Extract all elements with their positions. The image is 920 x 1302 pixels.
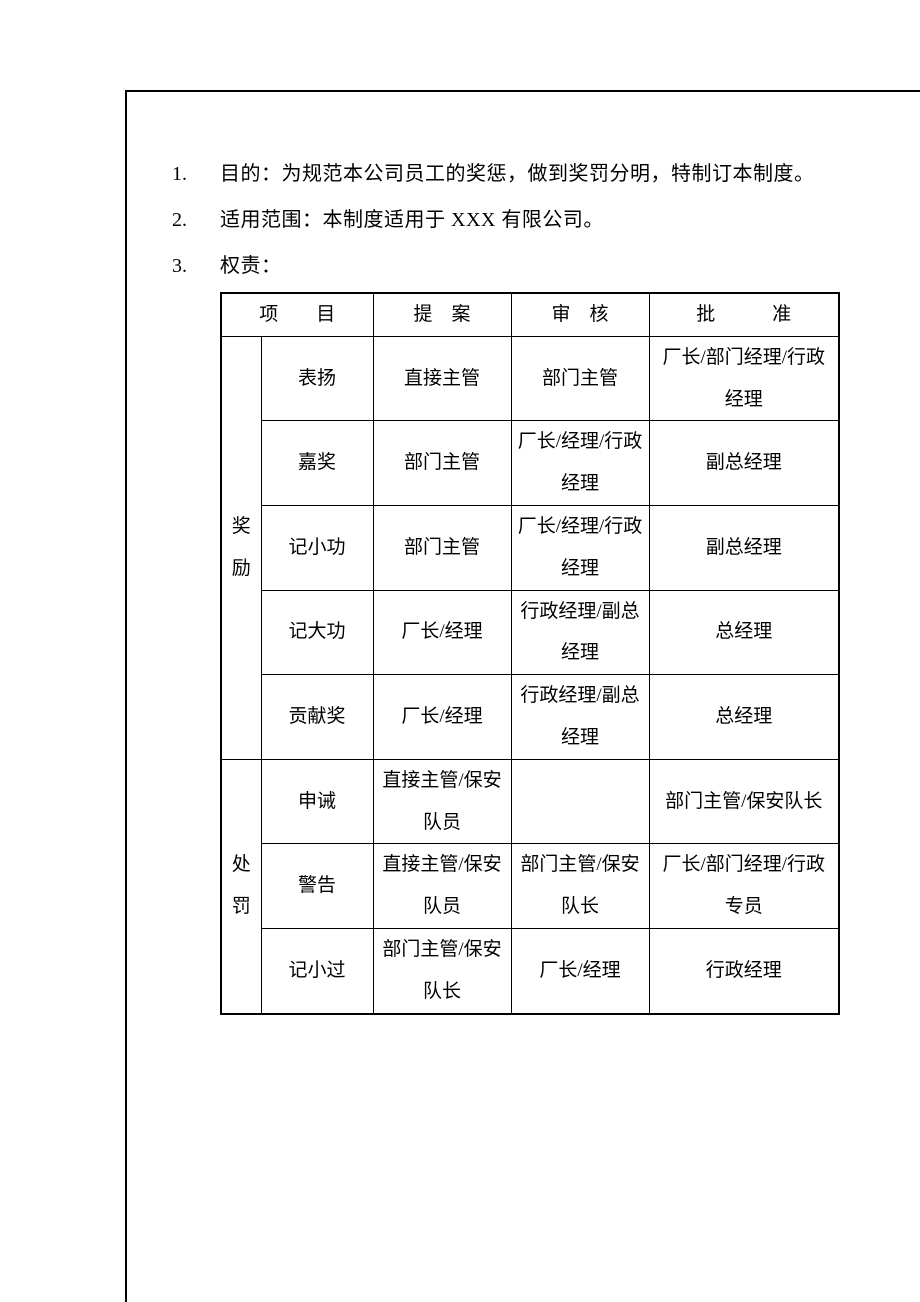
th-proposal: 提 案 <box>373 293 511 336</box>
cell-item: 申诫 <box>261 759 373 844</box>
table-row: 处罚 申诫 直接主管/保安队员 部门主管/保安队长 <box>221 759 839 844</box>
table-row: 记小过 部门主管/保安队长 厂长/经理 行政经理 <box>221 928 839 1013</box>
cell-item: 嘉奖 <box>261 421 373 506</box>
table-row: 贡献奖 厂长/经理 行政经理/副总经理 总经理 <box>221 675 839 760</box>
c1: 奖 <box>226 506 257 548</box>
table-row: 记小功 部门主管 厂长/经理/行政经理 副总经理 <box>221 505 839 590</box>
cell-approve: 部门主管/保安队长 <box>649 759 839 844</box>
th-item: 项 目 <box>221 293 373 336</box>
cell-review: 部门主管 <box>511 336 649 421</box>
intro-num: 3. <box>172 244 220 288</box>
cell-proposal: 直接主管/保安队员 <box>373 844 511 929</box>
table-row: 嘉奖 部门主管 厂长/经理/行政经理 副总经理 <box>221 421 839 506</box>
intro-text: 目的：为规范本公司员工的奖惩，做到奖罚分明，特制订本制度。 <box>220 152 860 196</box>
cell-approve: 副总经理 <box>649 421 839 506</box>
c2: 罚 <box>226 886 257 928</box>
category-cell: 奖励 <box>221 336 261 759</box>
th-review: 审 核 <box>511 293 649 336</box>
table-row: 记大功 厂长/经理 行政经理/副总经理 总经理 <box>221 590 839 675</box>
cell-proposal: 直接主管 <box>373 336 511 421</box>
cell-review: 行政经理/副总经理 <box>511 675 649 760</box>
intro-item: 1. 目的：为规范本公司员工的奖惩，做到奖罚分明，特制订本制度。 <box>172 152 860 196</box>
cell-review: 厂长/经理/行政经理 <box>511 505 649 590</box>
cell-item: 记大功 <box>261 590 373 675</box>
intro-item: 3. 权责： <box>172 244 860 288</box>
cell-approve: 厂长/部门经理/行政经理 <box>649 336 839 421</box>
intro-list: 1. 目的：为规范本公司员工的奖惩，做到奖罚分明，特制订本制度。 2. 适用范围… <box>172 152 860 288</box>
cell-review <box>511 759 649 844</box>
cell-approve: 副总经理 <box>649 505 839 590</box>
intro-num: 1. <box>172 152 220 196</box>
cell-review: 厂长/经理 <box>511 928 649 1013</box>
category-char: 处罚 <box>226 844 257 928</box>
table-body: 奖励 表扬 直接主管 部门主管 厂长/部门经理/行政经理 嘉奖 部门主管 厂长/… <box>221 336 839 1013</box>
cell-proposal: 厂长/经理 <box>373 675 511 760</box>
responsibility-table: 项 目 提 案 审 核 批 准 奖励 表扬 直接主管 部门主管 厂长/部门经理/… <box>220 292 840 1015</box>
table-row: 警告 直接主管/保安队员 部门主管/保安队长 厂长/部门经理/行政专员 <box>221 844 839 929</box>
cell-item: 警告 <box>261 844 373 929</box>
cell-proposal: 部门主管 <box>373 421 511 506</box>
cell-approve: 总经理 <box>649 590 839 675</box>
cell-proposal: 部门主管 <box>373 505 511 590</box>
table-header-row: 项 目 提 案 审 核 批 准 <box>221 293 839 336</box>
cell-proposal: 直接主管/保安队员 <box>373 759 511 844</box>
intro-text: 适用范围：本制度适用于 XXX 有限公司。 <box>220 198 860 242</box>
cell-proposal: 厂长/经理 <box>373 590 511 675</box>
cell-item: 表扬 <box>261 336 373 421</box>
intro-num: 2. <box>172 198 220 242</box>
cell-approve: 厂长/部门经理/行政专员 <box>649 844 839 929</box>
cell-approve: 行政经理 <box>649 928 839 1013</box>
c2: 励 <box>226 548 257 590</box>
c1: 处 <box>226 844 257 886</box>
table-row: 奖励 表扬 直接主管 部门主管 厂长/部门经理/行政经理 <box>221 336 839 421</box>
cell-approve: 总经理 <box>649 675 839 760</box>
page-frame: 1. 目的：为规范本公司员工的奖惩，做到奖罚分明，特制订本制度。 2. 适用范围… <box>125 90 920 1302</box>
category-char: 奖励 <box>226 506 257 590</box>
intro-item: 2. 适用范围：本制度适用于 XXX 有限公司。 <box>172 198 860 242</box>
cell-proposal: 部门主管/保安队长 <box>373 928 511 1013</box>
cell-item: 记小过 <box>261 928 373 1013</box>
cell-review: 厂长/经理/行政经理 <box>511 421 649 506</box>
th-approve: 批 准 <box>649 293 839 336</box>
cell-item: 记小功 <box>261 505 373 590</box>
intro-text: 权责： <box>220 244 860 288</box>
cell-review: 部门主管/保安队长 <box>511 844 649 929</box>
category-cell: 处罚 <box>221 759 261 1013</box>
cell-review: 行政经理/副总经理 <box>511 590 649 675</box>
cell-item: 贡献奖 <box>261 675 373 760</box>
